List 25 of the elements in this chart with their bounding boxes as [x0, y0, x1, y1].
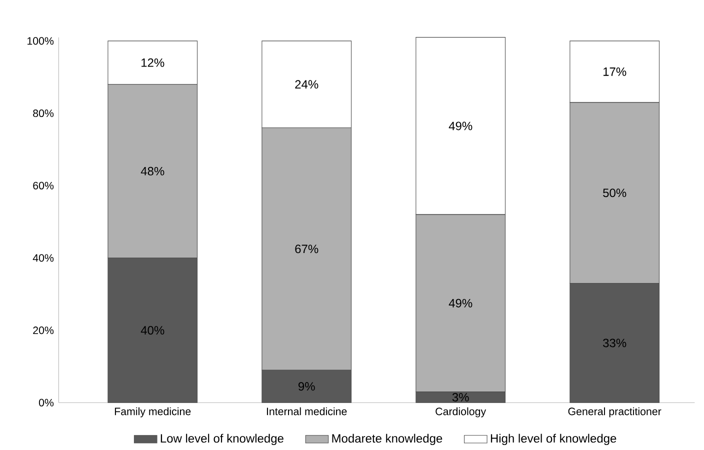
data-label: 9%: [298, 382, 315, 391]
y-tick-label: 100%: [27, 37, 54, 45]
legend-label: Modarete knowledge: [332, 434, 442, 446]
legend-label: High level of knowledge: [490, 434, 616, 446]
data-label: 3%: [452, 393, 469, 402]
legend-label: Low level of knowledge: [160, 434, 284, 446]
data-label: 17%: [604, 68, 626, 76]
data-label: 48%: [140, 166, 164, 176]
y-tick-label: 40%: [32, 254, 54, 262]
data-label: 24%: [295, 80, 318, 89]
data-label: 49%: [448, 298, 472, 308]
data-label: 40%: [140, 326, 164, 335]
data-label: 33%: [603, 338, 626, 348]
data-label: 67%: [295, 244, 318, 254]
x-tick-label: Cardiology: [436, 407, 486, 418]
y-tick-label: 0%: [38, 398, 54, 406]
data-label: 12%: [142, 58, 164, 67]
x-tick-label: Family medicine: [114, 407, 191, 418]
x-tick-label: General practitioner: [568, 407, 662, 418]
data-label: 50%: [603, 188, 626, 198]
y-tick-label: 60%: [33, 182, 54, 190]
x-tick-label: Internal medicine: [266, 407, 347, 416]
y-tick-label: 20%: [33, 326, 54, 334]
y-tick-label: 80%: [33, 110, 54, 118]
data-label: 49%: [448, 122, 472, 130]
